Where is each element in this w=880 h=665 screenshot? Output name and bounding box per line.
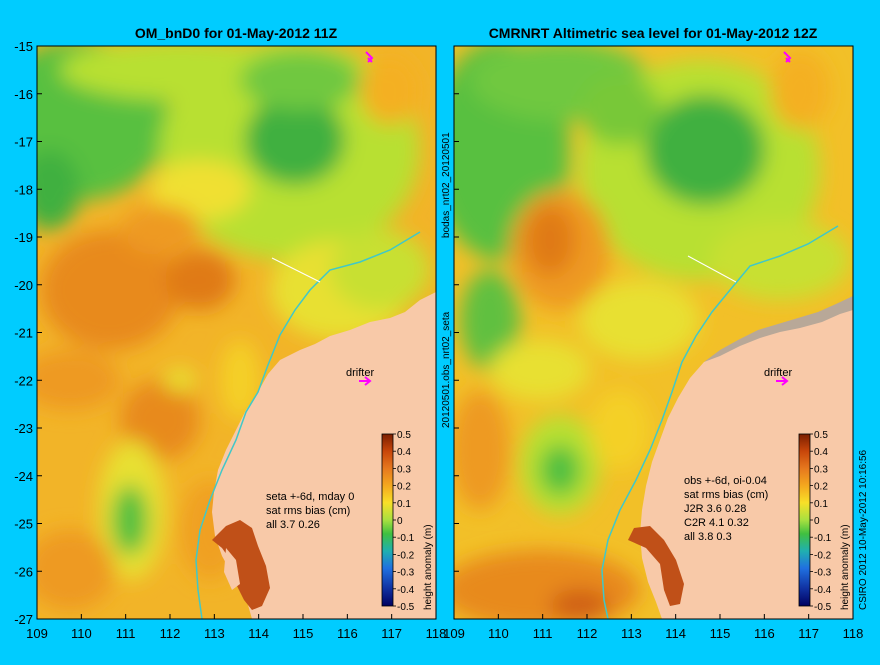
left-y-tick--24: -24 bbox=[14, 469, 33, 484]
left-x-tick-110: 110 bbox=[71, 626, 92, 641]
left-cb-tick-0.2: 0.2 bbox=[397, 482, 411, 493]
right-colorbar: 0.5 0.4 0.3 0.2 0.1 0 -0.1 -0.2 -0.3 -0.4 -0.5 hei… bbox=[798, 430, 851, 613]
left-colorbar: 0.5 0.4 0.3 0.2 0.1 0 -0.1 -0.2 -0.3 -0.4 -0.5 hei… bbox=[381, 430, 434, 613]
right-stats-line-3: J2R 3.6 0.28 bbox=[684, 503, 746, 515]
left-x-tick-116: 116 bbox=[337, 626, 358, 641]
left-axes: 109 110 111 112 113 114 115 116 117 118 -15 -16 -17 -… bbox=[14, 39, 446, 641]
left-cb-tick--0.2: -0.2 bbox=[397, 550, 415, 561]
right-cb-tick-0.5: 0.5 bbox=[814, 430, 828, 441]
middle-label-lower: 20120501.obs_nrt02_seta bbox=[441, 311, 452, 428]
left-cb-tick-0.4: 0.4 bbox=[397, 447, 411, 458]
right-axes: 109 110 111 112 113 114 115 116 117 118 bbox=[443, 45, 864, 641]
right-cb-tick-0.1: 0.1 bbox=[814, 499, 828, 510]
left-cb-tick--0.4: -0.4 bbox=[397, 585, 415, 596]
right-cb-tick--0.2: -0.2 bbox=[814, 550, 832, 561]
left-drifter-icon bbox=[359, 376, 372, 386]
left-x-tick-118: 118 bbox=[426, 626, 447, 641]
left-x-tick-117: 117 bbox=[381, 626, 402, 641]
left-y-tick--22: -22 bbox=[14, 373, 33, 388]
right-cb-tick--0.3: -0.3 bbox=[814, 568, 832, 579]
left-y-tick--16: -16 bbox=[14, 87, 33, 102]
right-x-tick-118: 118 bbox=[843, 626, 864, 641]
right-stats-line-4: C2R 4.1 0.32 bbox=[684, 517, 749, 529]
right-x-tick-117: 117 bbox=[798, 626, 819, 641]
left-x-tick-111: 111 bbox=[116, 626, 136, 641]
right-drifter-icon bbox=[776, 376, 789, 386]
left-land bbox=[212, 292, 436, 619]
left-cb-tick--0.5: -0.5 bbox=[397, 602, 415, 613]
right-x-tick-110: 110 bbox=[488, 626, 509, 641]
right-cb-tick-0.3: 0.3 bbox=[814, 464, 828, 475]
right-map-panel: CMRNRT Altimetric sea level for 01-May-2… bbox=[453, 25, 854, 620]
left-colorbar-label: height anomaly (m) bbox=[423, 524, 434, 610]
left-y-tick--27: -27 bbox=[14, 612, 33, 627]
left-cb-tick-0.1: 0.1 bbox=[397, 499, 411, 510]
left-cb-tick--0.1: -0.1 bbox=[397, 533, 415, 544]
left-stats-line-3: all 3.7 0.26 bbox=[266, 519, 320, 531]
right-x-tick-116: 116 bbox=[754, 626, 775, 641]
right-cb-tick-0.4: 0.4 bbox=[814, 447, 828, 458]
right-cb-tick--0.1: -0.1 bbox=[814, 533, 832, 544]
left-cb-tick--0.3: -0.3 bbox=[397, 568, 415, 579]
right-x-tick-109: 109 bbox=[443, 626, 465, 641]
right-stats-line-5: all 3.8 0.3 bbox=[684, 531, 732, 543]
left-stats-line-1: seta +-6d, mday 0 bbox=[266, 491, 354, 503]
left-y-tick--23: -23 bbox=[14, 421, 33, 436]
left-y-tick--15: -15 bbox=[14, 39, 33, 54]
footer-credit: CSIRO 2012 10-May-2012 10:16:56 bbox=[858, 449, 869, 610]
left-x-tick-113: 113 bbox=[204, 626, 225, 641]
right-cb-tick-0: 0 bbox=[814, 516, 820, 527]
right-colorbar-label: height anomaly (m) bbox=[840, 524, 851, 610]
left-y-tick--21: -21 bbox=[14, 326, 33, 341]
right-cb-tick--0.5: -0.5 bbox=[814, 602, 832, 613]
right-x-tick-112: 112 bbox=[577, 626, 598, 641]
right-cb-tick-0.2: 0.2 bbox=[814, 482, 828, 493]
left-y-tick--18: -18 bbox=[14, 182, 33, 197]
right-stats-line-2: sat rms bias (cm) bbox=[684, 489, 768, 501]
right-cb-tick--0.4: -0.4 bbox=[814, 585, 832, 596]
left-y-tick--17: -17 bbox=[14, 135, 33, 150]
left-stats-line-2: sat rms bias (cm) bbox=[266, 505, 350, 517]
right-x-tick-111: 111 bbox=[533, 626, 553, 641]
left-y-tick--26: -26 bbox=[14, 564, 33, 579]
left-x-tick-112: 112 bbox=[160, 626, 181, 641]
left-x-tick-114: 114 bbox=[248, 626, 269, 641]
left-y-tick--19: -19 bbox=[14, 230, 33, 245]
left-y-tick--25: -25 bbox=[14, 517, 33, 532]
middle-label-upper: bodas_nrt02_20120501 bbox=[441, 132, 452, 238]
left-x-tick-115: 115 bbox=[293, 626, 314, 641]
left-y-tick--20: -20 bbox=[14, 278, 33, 293]
left-cb-tick-0.3: 0.3 bbox=[397, 464, 411, 475]
left-cb-tick-0: 0 bbox=[397, 516, 403, 527]
left-cb-tick-0.5: 0.5 bbox=[397, 430, 411, 441]
right-drifter-label: drifter bbox=[764, 367, 792, 379]
left-x-tick-109: 109 bbox=[26, 626, 48, 641]
right-stats-line-1: obs +-6d, oi-0.04 bbox=[684, 475, 767, 487]
left-map-panel: OM_bnD0 for 01-May-2012 11Z drifter seta… bbox=[36, 25, 437, 620]
right-x-tick-115: 115 bbox=[710, 626, 731, 641]
left-drifter-label: drifter bbox=[346, 367, 374, 379]
right-x-tick-113: 113 bbox=[621, 626, 642, 641]
left-panel-title: OM_bnD0 for 01-May-2012 11Z bbox=[135, 25, 338, 41]
right-x-tick-114: 114 bbox=[665, 626, 686, 641]
right-panel-title: CMRNRT Altimetric sea level for 01-May-2… bbox=[489, 25, 818, 41]
